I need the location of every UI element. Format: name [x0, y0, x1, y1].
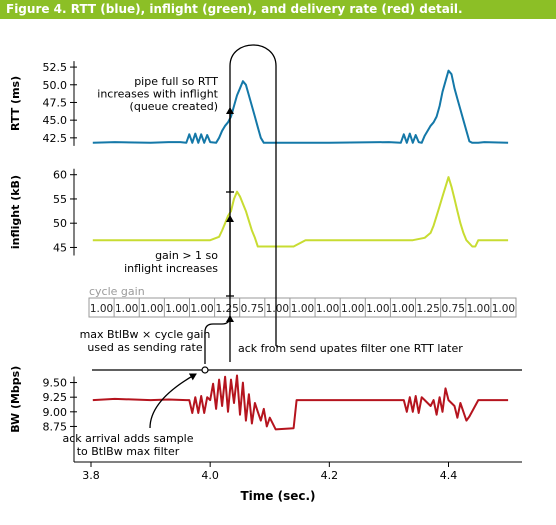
- annotation-gain: inflight increases: [124, 262, 218, 275]
- figure-title: Figure 4. RTT (blue), inflight (green), …: [6, 2, 463, 16]
- cycle-gain-cell: 0.75: [442, 303, 465, 315]
- x-tick-label: 4.4: [440, 469, 458, 482]
- annotation-ack-arrival: to BtlBw max filter: [77, 445, 180, 458]
- annotation-max-btlbw: used as sending rate: [87, 341, 202, 354]
- ack-arrival-arrow: [149, 373, 197, 429]
- max-bw-marker: [201, 366, 209, 374]
- cycle-gain-cell: 1.00: [366, 303, 389, 315]
- cycle-gain-cell: 1.25: [416, 303, 439, 315]
- x-tick-label: 4.0: [201, 469, 219, 482]
- bw-ytick-label: 9.25: [43, 391, 68, 404]
- annotation-ack-arrival: ack arrival adds sample: [62, 432, 193, 445]
- rtt-ytick-label: 52.5: [43, 61, 68, 74]
- bw-ytick-label: 9.00: [43, 406, 68, 419]
- rtt-ytick-label: 45.0: [43, 114, 68, 127]
- bw-series-line: [92, 374, 509, 431]
- bw-axis-label: BW (Mbps): [9, 366, 22, 433]
- inflight-ytick-label: 50: [53, 217, 67, 230]
- bw-ytick-label: 9.50: [43, 377, 68, 390]
- cycle-gain-cell: 1.00: [467, 303, 490, 315]
- cycle-gain-cell: 1.00: [492, 303, 515, 315]
- cycle-gain-cell: 1.00: [165, 303, 188, 315]
- inflight-ytick-label: 45: [53, 241, 67, 254]
- cycle-gain-cell: 1.00: [316, 303, 339, 315]
- annotation-pipe-full: increases with inflight: [97, 88, 218, 101]
- rtt-ytick-label: 50.0: [43, 79, 68, 92]
- cycle-gain-label: cycle gain: [89, 285, 145, 298]
- bw-ytick-label: 8.75: [43, 420, 68, 433]
- loop-annotation-line: [229, 44, 277, 362]
- cycle-gain-cell: 1.00: [291, 303, 314, 315]
- rtt-ytick-label: 47.5: [43, 96, 68, 109]
- cycle-gain-cell: 1.00: [90, 303, 113, 315]
- x-tick-label: 4.2: [321, 469, 339, 482]
- rtt-ytick-label: 42.5: [43, 132, 68, 145]
- figure-banner: Figure 4. RTT (blue), inflight (green), …: [0, 0, 556, 19]
- sending-rate-arrow: [204, 315, 234, 364]
- x-axis-title: Time (sec.): [240, 489, 315, 503]
- cycle-gain-cell: 1.00: [115, 303, 138, 315]
- cycle-gain-cell: 0.75: [241, 303, 264, 315]
- annotation-ack-send: ack from send upates filter one RTT late…: [238, 342, 463, 355]
- cycle-gain-box: [88, 297, 517, 318]
- cycle-gain-cell: 1.00: [190, 303, 213, 315]
- x-tick-label: 3.8: [82, 469, 100, 482]
- rtt-axis-label: RTT (ms): [9, 76, 22, 131]
- annotation-pipe-full: pipe full so RTT: [134, 75, 218, 88]
- cycle-gain-cell: 1.25: [215, 303, 238, 315]
- annotation-gain: gain > 1 so: [155, 249, 218, 262]
- annotation-pipe-full: (queue created): [130, 100, 218, 113]
- cycle-gain-cell: 1.00: [341, 303, 364, 315]
- cycle-gain-cell: 1.00: [266, 303, 289, 315]
- cycle-gain-cell: 1.00: [140, 303, 163, 315]
- inflight-ytick-label: 60: [53, 169, 67, 182]
- annotation-max-btlbw: max BtlBw × cycle gain: [80, 328, 211, 341]
- rtt-series-line: [92, 69, 509, 144]
- inflight-series-line: [92, 176, 509, 248]
- cycle-gain-cell: 1.00: [391, 303, 414, 315]
- inflight-axis-label: inflight (kB): [9, 175, 22, 249]
- inflight-ytick-label: 55: [53, 193, 67, 206]
